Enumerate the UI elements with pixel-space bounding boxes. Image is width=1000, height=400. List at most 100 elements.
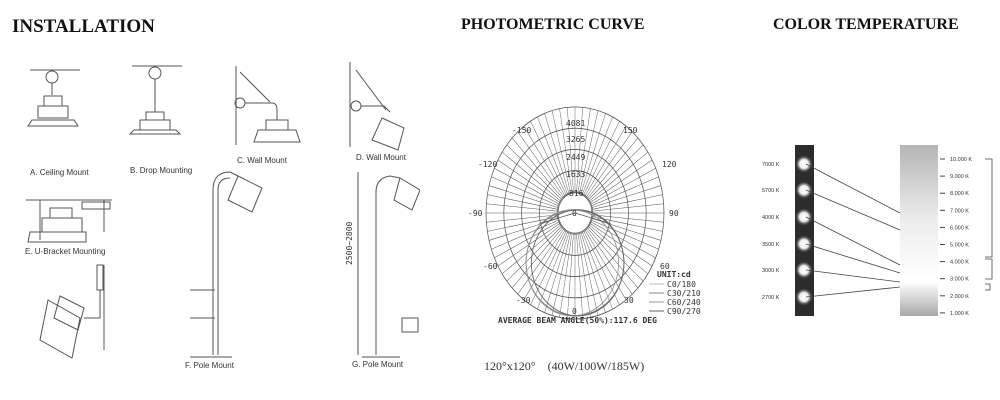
polar-spoke xyxy=(582,116,613,194)
polar-spoke xyxy=(588,226,644,282)
polar-spoke xyxy=(591,220,659,250)
scale-label: 3.000 K xyxy=(950,277,969,283)
ring-label: 3265 xyxy=(566,135,585,144)
polar-spoke xyxy=(494,221,559,259)
ring-label: 4081 xyxy=(566,119,585,128)
polar-spoke xyxy=(501,224,561,275)
left-ct-label: 2700 K xyxy=(762,295,780,301)
polar-spoke xyxy=(517,131,564,197)
polar-spoke xyxy=(576,107,583,192)
polar-spoke xyxy=(587,137,639,199)
angle-label: 30 xyxy=(624,296,634,305)
mapping-line xyxy=(805,189,901,231)
polar-spoke xyxy=(592,203,664,212)
left-ct-label: 3000 K xyxy=(762,268,780,274)
u-bracket-drawing xyxy=(26,199,112,243)
caption-pole-mount-f: F. Pole Mount xyxy=(185,361,234,370)
polar-spoke xyxy=(523,230,565,300)
polar-spoke xyxy=(487,194,558,210)
legend: C0/180 C30/210 C60/240 C90/270 xyxy=(649,280,701,316)
range-brackets xyxy=(985,158,993,291)
scale-label: 1.000 K xyxy=(950,311,969,317)
polar-spoke xyxy=(491,176,559,206)
polar-spoke xyxy=(589,151,649,202)
scale-label: 4.000 K xyxy=(950,260,969,266)
led-spot xyxy=(795,288,813,306)
mapping-line xyxy=(805,286,901,298)
caption-drop-mounting: B. Drop Mounting xyxy=(130,166,193,175)
installation-title: INSTALLATION xyxy=(12,16,155,37)
svg-text:2500~2800: 2500~2800 xyxy=(345,221,354,265)
polar-spoke xyxy=(488,218,558,241)
polar-spoke xyxy=(517,229,564,295)
polar-spoke xyxy=(582,232,613,310)
angle-label: 60 xyxy=(660,262,670,271)
polar-spoke xyxy=(576,234,583,319)
ring-label: 2449 xyxy=(566,153,585,162)
scale-label: 10.000 K xyxy=(950,157,972,163)
legend-item: C90/270 xyxy=(667,307,701,316)
caption-wall-mount-c: C. Wall Mount xyxy=(237,156,287,165)
polar-spoke xyxy=(577,233,591,318)
polar-spoke xyxy=(577,108,591,193)
mapping-line xyxy=(805,243,901,274)
legend-item: C30/210 xyxy=(667,289,701,298)
ring-label: 816 xyxy=(569,189,584,198)
polar-spoke xyxy=(551,233,571,316)
polar-spoke xyxy=(488,185,558,208)
scale-label: 7.000 K xyxy=(950,208,969,214)
polar-spoke xyxy=(511,227,563,289)
left-ct-label: 5700 K xyxy=(762,188,780,194)
polar-spoke xyxy=(588,144,644,200)
polar-spoke xyxy=(506,144,562,200)
caption-pole-mount-g: G. Pole Mount xyxy=(352,360,404,369)
center-label: 0 xyxy=(572,209,577,218)
angle-label: 120 xyxy=(662,160,677,169)
legend-item: C60/240 xyxy=(667,298,701,307)
mapping-line xyxy=(805,269,901,283)
wall-mount-c-drawing xyxy=(234,66,301,145)
polar-spoke xyxy=(579,110,599,193)
polar-spoke xyxy=(501,151,561,202)
led-spot xyxy=(795,261,813,279)
polar-spoke xyxy=(486,214,558,223)
polar-spoke xyxy=(591,176,659,206)
led-spot xyxy=(795,235,813,253)
polar-spoke xyxy=(592,214,664,223)
scale-label: 9.000 K xyxy=(950,174,969,180)
angle-label: -30 xyxy=(516,296,531,305)
polar-spoke xyxy=(592,185,662,208)
mapping-line xyxy=(805,216,901,266)
wattage-spec: (40W/100W/185W) xyxy=(547,359,645,373)
caption-u-bracket: E. U-Bracket Mounting xyxy=(25,247,106,256)
polar-spoke xyxy=(591,221,656,259)
left-ct-label: 4000 K xyxy=(762,215,780,221)
polar-spoke xyxy=(567,234,574,319)
color-temperature-title: COLOR TEMPERATURE xyxy=(773,16,959,33)
pole-mount-f-drawing xyxy=(190,171,263,358)
polar-spoke xyxy=(537,232,568,310)
polar-spoke xyxy=(589,224,649,275)
pole-mount-g-drawing: 2500~2800 xyxy=(345,172,420,358)
polar-spoke xyxy=(544,232,570,313)
wall-mount-d-drawing xyxy=(349,62,405,151)
scale-label: 5.000 K xyxy=(950,243,969,249)
polar-spoke xyxy=(530,121,567,195)
polar-spoke xyxy=(506,226,562,282)
installation-drawings: 2500~2800 xyxy=(26,62,420,359)
drop-mount-drawing xyxy=(128,65,182,135)
polar-spoke xyxy=(583,231,620,305)
polar-spoke xyxy=(530,231,567,305)
led-spot xyxy=(795,208,813,226)
polar-spoke xyxy=(559,108,573,193)
polar-spoke xyxy=(587,227,639,289)
intensity-curve-upper xyxy=(539,212,611,225)
polar-spoke xyxy=(551,110,571,193)
polar-spoke xyxy=(591,167,656,205)
polar-spoke xyxy=(497,159,560,203)
polar-spoke xyxy=(537,116,568,194)
led-spot xyxy=(795,155,813,173)
color-scale-bar xyxy=(900,145,938,316)
